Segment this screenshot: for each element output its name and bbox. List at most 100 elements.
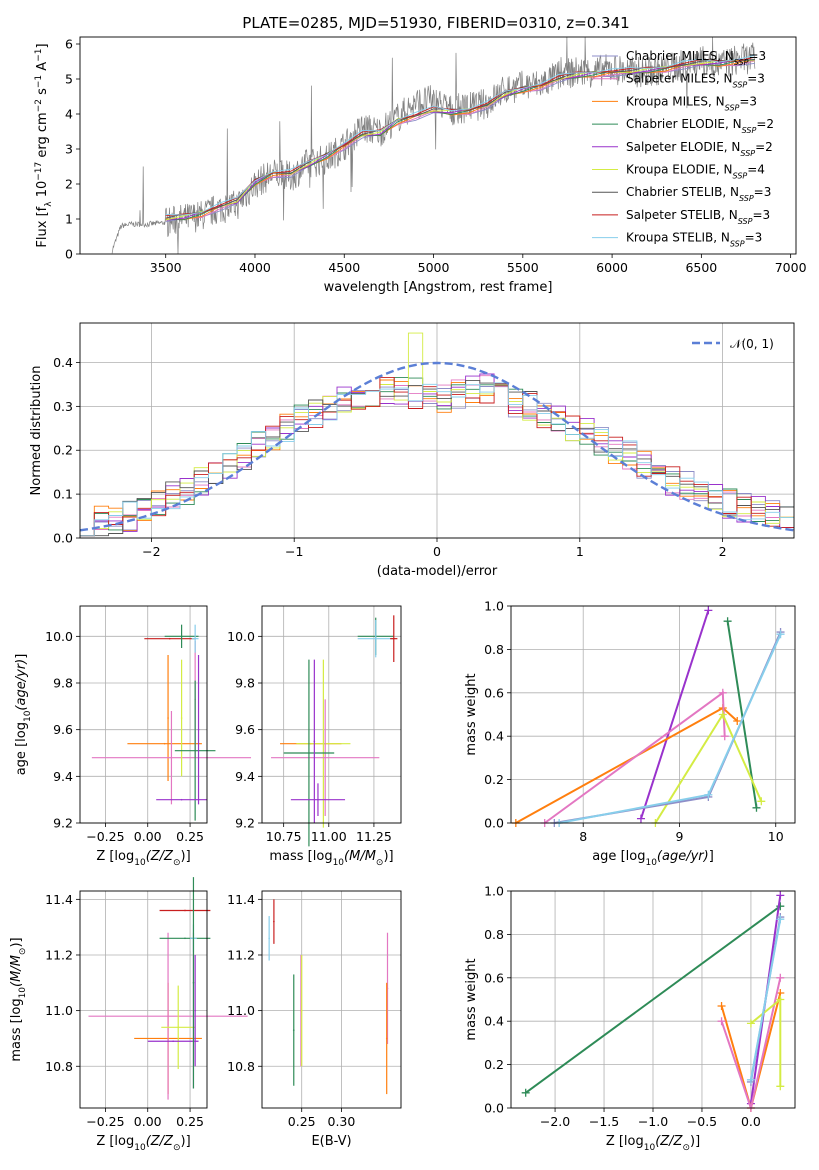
legend-entry: 𝒩(0, 1) [730,337,774,351]
legend-entry: Salpeter MILES, NSSP=3 [626,72,765,90]
x-tick-label: −2 [142,544,160,559]
y-tick-label: 11.0 [45,1003,73,1018]
weight-marker [776,630,785,639]
y-tick-label: 9.4 [235,769,255,784]
data-point [194,637,196,640]
data-point [192,982,195,984]
y-tick-label: 1.0 [484,884,504,899]
data-point [292,1029,295,1031]
y-tick-label: 0.2 [53,443,73,458]
data-point [167,717,169,719]
y-tick-label: 4 [65,107,73,122]
x-tick-label: 0.0 [741,1114,761,1129]
weight-line [554,631,782,824]
weight-marker [717,1017,726,1026]
weight-marker [718,710,727,719]
y-tick-label: 10.8 [45,1059,73,1074]
data-point [170,756,173,759]
x-tick-label: 0 [433,544,441,559]
data-point [184,937,186,940]
data-point [194,1009,196,1012]
y-axis-label: mass [log10(M/M⊙)] [9,937,28,1061]
y-tick-label: 0.0 [484,1101,504,1116]
axes-frame [261,605,402,824]
normal-curve [79,361,795,532]
x-tick-label: 0.30 [328,1114,356,1129]
y-tick-label: 9.6 [53,722,73,737]
x-axis-label: Z [log10(Z/Z⊙)] [96,849,190,868]
y-tick-label: 0.3 [53,399,73,414]
x-tick-label: 5500 [507,260,539,275]
age-vs-Z-panel: −0.25 0.00 0.25 9.2 9.4 9.6 9.8 10.0 Z [log10(Z/… [14,605,252,868]
axes-frame [79,890,208,1109]
x-tick-label: −0.25 [86,829,124,844]
y-tick-label: 0.4 [53,355,73,370]
weight-marker [704,790,713,799]
x-tick-label: 0.25 [176,1114,204,1129]
weight-marker [720,732,729,741]
y-tick-label: 2 [65,177,73,192]
y-tick-label: 9.2 [235,816,255,831]
x-tick-label: 0.25 [288,1114,316,1129]
x-tick-label: 3500 [150,260,182,275]
axes-frame [79,36,797,255]
y-tick-label: 9.6 [235,722,255,737]
weight-marker [733,717,742,726]
y-tick-label: 0.2 [484,1057,504,1072]
weight-marker [776,915,785,924]
mass-vs-Z-panel: −0.25 0.00 0.25 10.8 11.0 11.2 11.4 Z [log10(Z/… [9,877,248,1153]
weight-marker [776,891,785,900]
y-tick-label: 11.2 [227,947,255,962]
weight-marker [723,617,732,626]
x-tick-label: 2 [719,544,727,559]
x-tick-label: 10 [768,829,784,844]
residual-histogram [80,382,794,537]
weight-marker [717,1002,726,1011]
x-axis-label: (data-model)/error [377,564,498,579]
data-point [184,909,186,912]
axes-frame [79,605,208,824]
y-tick-label: 0.0 [484,816,504,831]
weight-marker [752,803,761,812]
x-tick-label: 11.25 [356,829,392,844]
x-axis-label: mass [log10(M/M⊙)] [269,849,393,868]
data-point [180,635,183,638]
x-tick-label: 11.00 [311,829,347,844]
y-tick-label: 11.0 [227,1003,255,1018]
legend-entry: Kroupa ELODIE, NSSP=4 [626,163,765,181]
x-tick-label: −1 [285,544,303,559]
weight-line [544,690,726,824]
data-point [317,798,319,801]
x-tick-label: −0.5 [687,1114,717,1129]
spectrum-panel: 3500 4000 4500 5000 5500 6000 6500 7000 0 1 2 3 4 5 6 C… [34,37,807,296]
x-axis-label: Z [log10(Z/Z⊙)] [96,1134,190,1153]
x-tick-label: 4000 [239,260,271,275]
y-axis-label: mass weight [464,958,479,1040]
weight-line [640,609,710,820]
y-tick-label: 3 [65,142,73,157]
y-axis-label: Normed distribution [29,366,44,496]
y-axis-label: Flux [fλ 10−17 erg cm−2 s−1 A−1] [34,43,54,247]
legend-entry: Chabrier MILES, NSSP=3 [626,49,766,67]
x-tick-label: −1.0 [638,1114,668,1129]
weight-marker [746,1019,755,1028]
y-tick-label: 0.6 [484,970,504,985]
axes-frame [510,605,796,824]
weight-marker [636,814,645,823]
y-tick-label: 10.0 [45,629,73,644]
y-tick-label: 1.0 [484,599,504,614]
weight-marker [776,1082,785,1091]
data-point [313,740,316,743]
data-point [300,1009,303,1012]
y-tick-label: 5 [65,72,73,87]
y-tick-label: 6 [65,37,73,52]
weight-line [515,706,738,824]
data-point [163,742,166,745]
y-tick-label: 0 [65,247,73,262]
weight-marker [704,606,713,615]
y-tick-label: 0.4 [484,1014,504,1029]
data-point [168,637,171,640]
y-tick-label: 10.8 [227,1059,255,1074]
y-axis-label: mass weight [464,673,479,755]
